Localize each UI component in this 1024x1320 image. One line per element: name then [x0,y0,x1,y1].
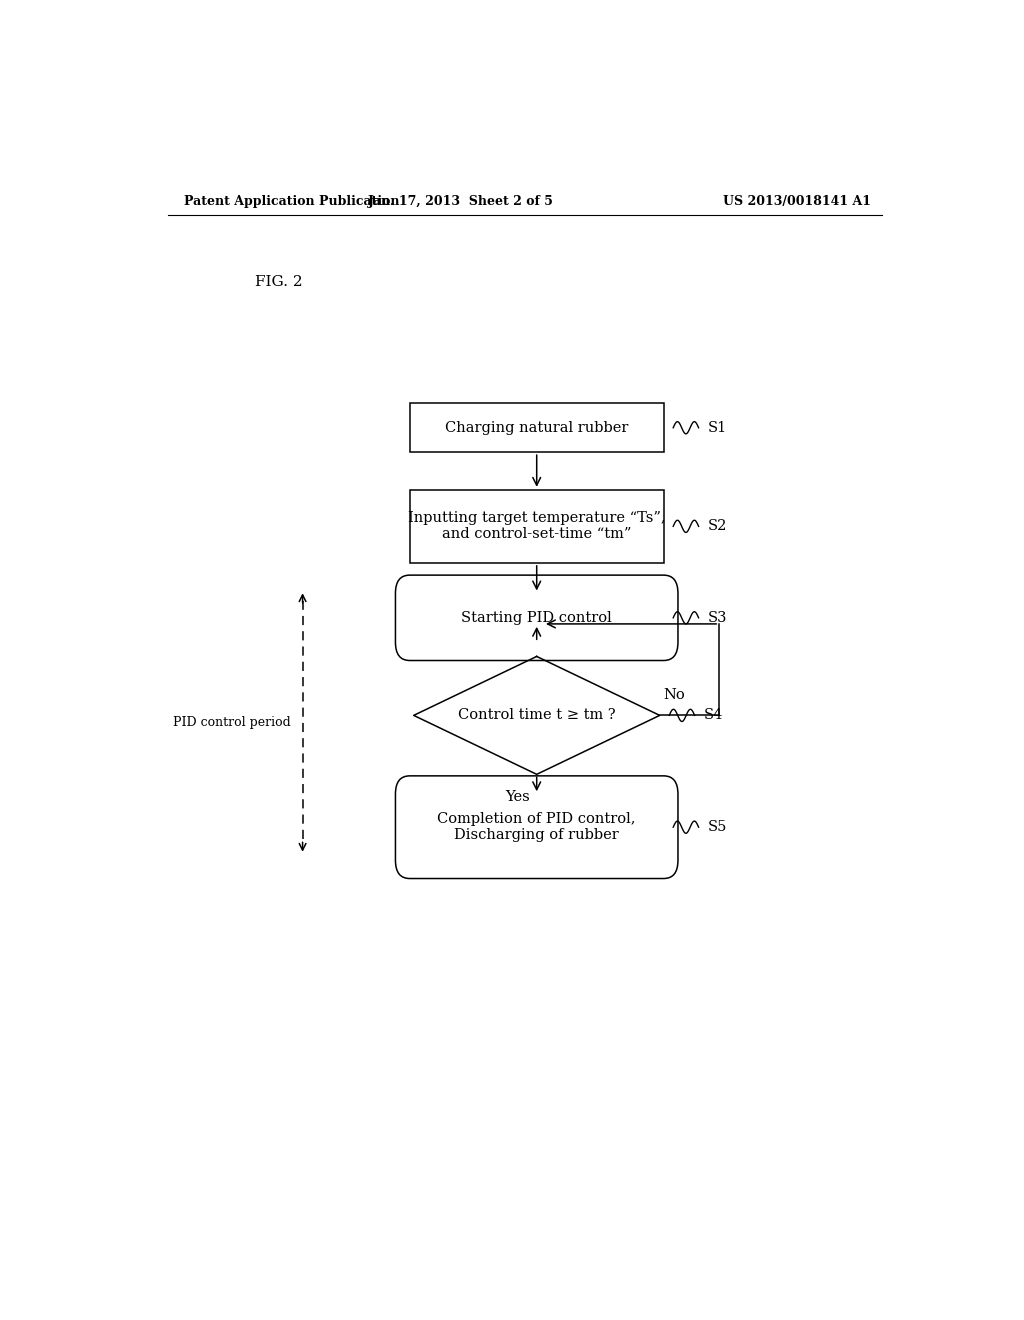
Text: S2: S2 [709,519,727,533]
Text: FIG. 2: FIG. 2 [255,276,303,289]
Text: S4: S4 [705,709,724,722]
FancyBboxPatch shape [395,576,678,660]
Text: S1: S1 [709,421,727,434]
FancyBboxPatch shape [410,404,664,453]
FancyBboxPatch shape [410,490,664,562]
Text: S5: S5 [709,820,727,834]
Text: Patent Application Publication: Patent Application Publication [183,194,399,207]
Text: Control time t ≥ tm ?: Control time t ≥ tm ? [458,709,615,722]
Text: Jan. 17, 2013  Sheet 2 of 5: Jan. 17, 2013 Sheet 2 of 5 [369,194,554,207]
Text: Yes: Yes [505,789,529,804]
Text: PID control period: PID control period [173,715,291,729]
Text: US 2013/0018141 A1: US 2013/0018141 A1 [723,194,871,207]
Text: Completion of PID control,
Discharging of rubber: Completion of PID control, Discharging o… [437,812,636,842]
Text: Inputting target temperature “Ts”,
and control-set-time “tm”: Inputting target temperature “Ts”, and c… [408,511,666,541]
FancyBboxPatch shape [395,776,678,879]
Text: No: No [664,688,685,702]
Text: Starting PID control: Starting PID control [462,611,612,624]
Text: Charging natural rubber: Charging natural rubber [445,421,629,434]
Text: S3: S3 [709,611,728,624]
